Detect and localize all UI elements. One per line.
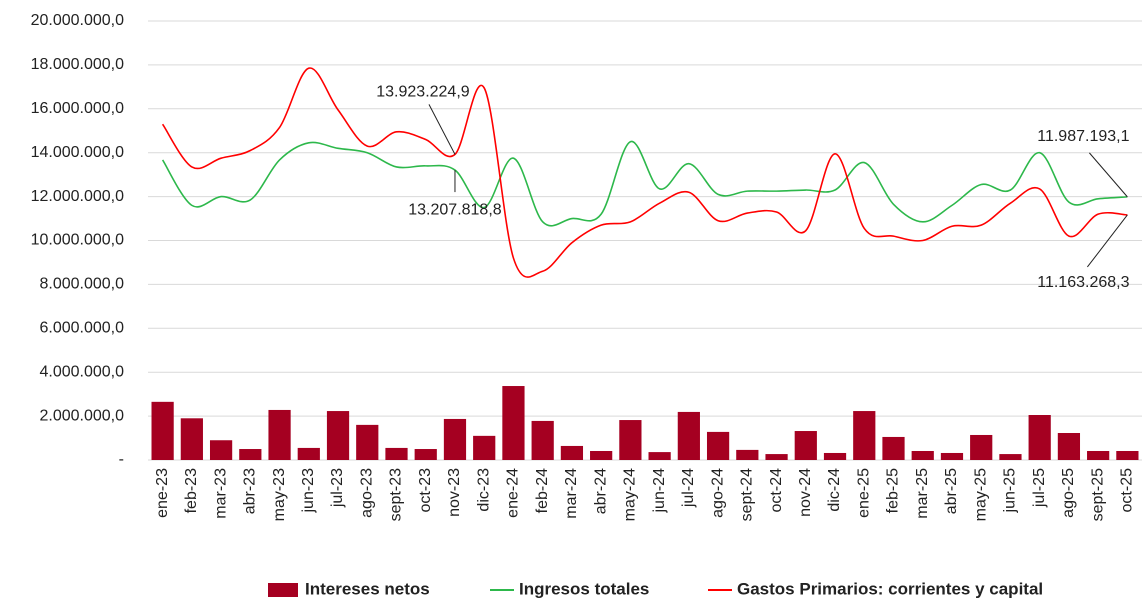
line [161,140,1128,227]
x-tick-label: mar-25 [914,468,931,519]
x-tick-label: sept-25 [1089,468,1106,521]
bar [1087,451,1110,460]
bar [326,411,350,460]
y-tick-label: 4.000.000,0 [39,363,124,380]
x-tick-label: may-23 [271,468,288,521]
legend-label: Gastos Primarios: corrientes y capital [737,579,1043,598]
annotation-leader [1089,152,1128,198]
data-label: 13.923.224,9 [376,84,470,101]
x-tick-label: jun-25 [1002,468,1019,514]
bar [268,409,291,460]
bar [853,411,876,460]
bar [823,452,847,460]
x-tick-label: feb-24 [534,468,551,513]
bar [502,386,525,460]
data-label: 13.207.818,8 [408,201,502,218]
bar [356,424,379,460]
bar [473,435,496,460]
x-tick-label: abr-24 [592,468,609,514]
x-tick-label: ago-24 [709,468,726,518]
bar [180,418,203,460]
bar [882,436,905,460]
x-tick-label: may-24 [622,468,639,521]
bar [531,420,554,460]
bar [560,445,584,460]
bar [765,454,788,460]
bar [1028,415,1051,460]
x-tick-label: ene-25 [855,468,872,518]
data-label: 11.987.193,1 [1037,128,1129,145]
bar [1057,433,1081,460]
x-tick-label: jul-23 [329,468,346,508]
y-tick-label: 12.000.000,0 [31,188,125,205]
x-tick-label: ene-23 [154,468,171,518]
x-tick-label: abr-23 [242,468,259,514]
y-tick-label: 18.000.000,0 [31,56,125,73]
bar [297,447,320,460]
bar [736,449,759,460]
x-tick-label: mar-23 [212,468,229,519]
x-tick-label: abr-25 [943,468,960,514]
x-tick-label: jun-24 [651,468,668,514]
bar [911,451,934,460]
x-tick-label: jul-24 [680,468,697,508]
x-tick-label: ago-23 [358,468,375,518]
x-tick-label: jul-25 [1031,468,1048,508]
bar [677,411,700,460]
x-tick-label: dic-24 [826,468,843,512]
x-tick-label: oct-25 [1119,468,1136,513]
y-tick-label: 20.000.000,0 [31,12,125,29]
annotation-leader [1086,214,1128,268]
bar [999,454,1022,460]
y-tick-label: - [119,451,124,468]
y-tick-label: 2.000.000,0 [39,407,124,424]
annotation-leader [428,104,456,155]
line [161,67,1128,278]
x-tick-label: nov-24 [797,468,814,517]
bar [619,420,642,460]
x-tick-label: mar-24 [563,468,580,519]
bar [706,431,730,460]
x-tick-label: jun-23 [300,468,317,514]
bar [443,418,467,460]
x-tick-label: feb-23 [183,468,200,513]
x-tick-label: feb-25 [885,468,902,513]
bar [239,449,262,460]
bar [385,447,408,460]
bar [151,401,174,460]
x-tick-label: sept-24 [739,468,756,521]
legend-label: Intereses netos [305,579,430,598]
y-tick-label: 6.000.000,0 [39,320,124,337]
legend-label: Ingresos totales [519,579,649,598]
x-tick-label: nov-23 [446,468,463,517]
bar [209,440,233,460]
x-tick-label: oct-24 [768,468,785,513]
x-tick-label: ago-25 [1060,468,1077,518]
bar [414,449,437,460]
x-tick-label: ene-24 [505,468,522,518]
y-tick-label: 14.000.000,0 [31,144,125,161]
x-tick-label: oct-23 [417,468,434,513]
bar [970,434,993,460]
legend-swatch [268,583,298,597]
bar [1116,451,1139,460]
y-tick-label: 10.000.000,0 [31,232,125,249]
y-tick-label: 8.000.000,0 [39,276,124,293]
x-tick-label: sept-23 [388,468,405,521]
bar [794,431,817,460]
bar [590,451,613,460]
data-label: 11.163.268,3 [1037,274,1129,291]
x-tick-label: dic-23 [475,468,492,512]
bar [940,452,964,460]
y-tick-label: 16.000.000,0 [31,100,125,117]
bar [648,452,671,460]
x-tick-label: may-25 [972,468,989,521]
